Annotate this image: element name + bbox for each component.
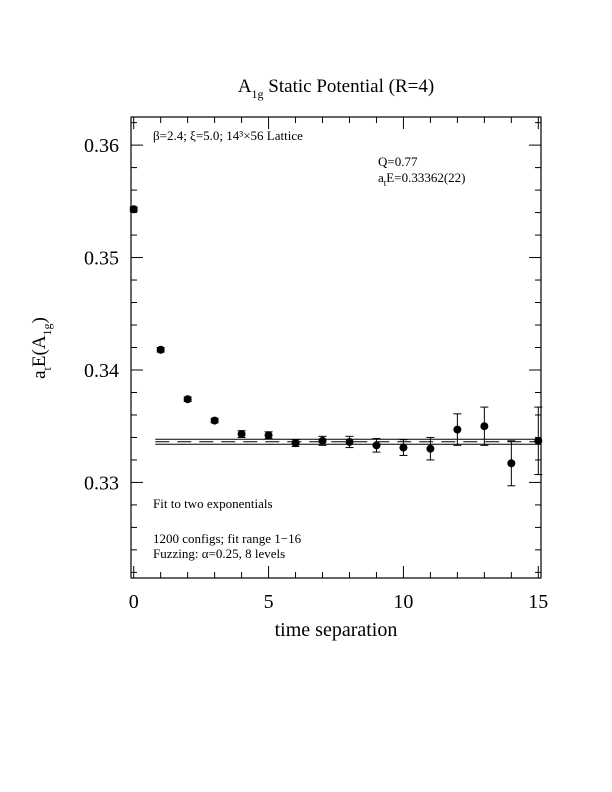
y-axis-label: atE(A1g) <box>29 317 54 379</box>
data-point <box>534 406 543 476</box>
point-marker <box>237 430 246 439</box>
point-marker <box>480 422 489 431</box>
q-annotation: Q=0.77 <box>378 154 418 169</box>
data-point <box>183 395 192 404</box>
data-point <box>453 413 462 446</box>
y-tick-label: 0.34 <box>84 360 119 382</box>
x-tick-label: 5 <box>264 591 274 613</box>
configs-annotation: 1200 configs; fit range 1−16 <box>153 531 302 546</box>
point-marker <box>156 345 165 354</box>
y-tick-label: 0.33 <box>84 472 119 494</box>
data-point <box>210 416 219 425</box>
data-point <box>399 439 408 456</box>
data-point <box>291 439 300 448</box>
ylabel-close: ) <box>29 317 50 323</box>
ylabel-t-sub: t <box>40 366 54 370</box>
axis-ticks <box>131 117 541 578</box>
point-marker <box>318 436 327 445</box>
x-tick-label: 15 <box>528 591 548 613</box>
title-subscript: 1g <box>252 87 264 101</box>
point-marker <box>372 441 381 450</box>
energy-t-sub: t <box>384 178 387 188</box>
data-point <box>156 345 165 354</box>
data-point <box>264 431 273 440</box>
point-marker <box>183 395 192 404</box>
x-tick-label: 0 <box>129 591 139 613</box>
point-marker <box>129 205 138 214</box>
point-marker <box>291 439 300 448</box>
title-rest: Static Potential (R=4) <box>264 76 435 97</box>
point-marker <box>426 444 435 453</box>
ylabel-e: E(A <box>29 335 50 367</box>
data-point <box>345 435 354 449</box>
data-point <box>507 440 516 487</box>
x-axis-label: time separation <box>275 619 398 641</box>
x-tick-label: 10 <box>393 591 413 613</box>
data-point <box>426 436 435 461</box>
ylabel-a: a <box>29 370 50 379</box>
chart-title: A1g Static Potential (R=4) <box>238 76 434 101</box>
energy-annotation: atE=0.33362(22) <box>378 170 465 188</box>
energy-a: a <box>378 170 384 185</box>
point-marker <box>507 459 516 468</box>
data-point <box>318 435 327 446</box>
ylabel-1g-sub: 1g <box>40 323 54 335</box>
point-marker <box>399 443 408 452</box>
energy-rest: E=0.33362(22) <box>386 170 465 185</box>
point-marker <box>264 431 273 440</box>
point-marker <box>345 437 354 446</box>
data-point <box>237 430 246 439</box>
data-points <box>129 205 543 487</box>
fit-annotation: Fit to two exponentials <box>153 496 273 511</box>
point-marker <box>453 425 462 434</box>
point-marker <box>210 416 219 425</box>
data-point <box>480 406 489 446</box>
title-main: A <box>238 76 252 97</box>
y-tick-label: 0.35 <box>84 248 119 270</box>
tick-labels: 0 5 10 15 0.33 0.34 0.35 0.36 <box>84 135 548 613</box>
data-point <box>129 205 138 214</box>
point-marker <box>534 436 543 445</box>
y-tick-label: 0.36 <box>84 135 119 157</box>
fuzzing-annotation: Fuzzing: α=0.25, 8 levels <box>153 546 285 561</box>
data-point <box>372 438 381 453</box>
lattice-annotation: β=2.4; ξ=5.0; 14³×56 Lattice <box>153 128 303 143</box>
